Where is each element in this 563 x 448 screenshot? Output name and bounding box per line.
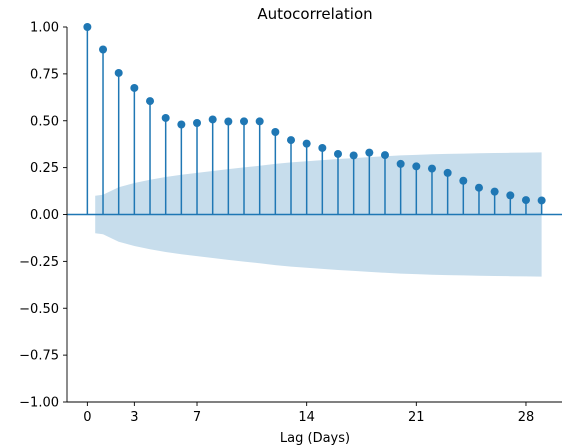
y-tick-label: −1.00 bbox=[19, 396, 59, 411]
y-tick-label: −0.50 bbox=[19, 302, 59, 317]
x-tick-label: 0 bbox=[83, 410, 91, 425]
stem-marker bbox=[255, 117, 264, 126]
y-axis-ticks: −1.00 −0.75 −0.50 −0.25 0.00 0.25 0.50 0.75 1.00 bbox=[19, 21, 67, 411]
stem-marker bbox=[287, 136, 296, 145]
y-tick-label: −0.25 bbox=[19, 255, 59, 270]
y-tick-label: 1.00 bbox=[30, 21, 59, 36]
stem-marker bbox=[193, 119, 202, 127]
y-tick-label: 0.50 bbox=[30, 114, 59, 129]
y-tick-label: 0.25 bbox=[30, 161, 59, 176]
x-axis-title: Lag (Days) bbox=[280, 431, 350, 446]
stem-marker bbox=[443, 168, 452, 177]
stem-marker bbox=[177, 120, 186, 129]
stem-marker bbox=[114, 68, 123, 77]
x-tick-label: 28 bbox=[518, 410, 535, 425]
stem-marker bbox=[318, 143, 327, 152]
stem-marker bbox=[537, 196, 546, 205]
stem-marker bbox=[240, 117, 249, 126]
stem-marker bbox=[224, 117, 233, 126]
y-tick-label: −0.75 bbox=[19, 349, 59, 364]
chart-title: Autocorrelation bbox=[257, 5, 372, 23]
stem-marker bbox=[208, 115, 217, 124]
x-axis-ticks: 0 3 7 14 21 28 bbox=[83, 402, 534, 425]
stem-marker bbox=[396, 159, 405, 168]
stem-marker bbox=[83, 23, 92, 31]
stem-marker bbox=[99, 45, 108, 54]
stem-marker bbox=[506, 191, 515, 200]
stem-marker bbox=[302, 139, 311, 148]
stem-layer bbox=[83, 23, 546, 215]
x-tick-label: 3 bbox=[130, 410, 138, 425]
stem-marker bbox=[130, 83, 139, 92]
x-tick-label: 7 bbox=[193, 410, 201, 425]
y-tick-label: 0.00 bbox=[30, 208, 59, 223]
y-tick-label: 0.75 bbox=[30, 67, 59, 82]
stem-marker bbox=[412, 162, 421, 171]
x-tick-label: 21 bbox=[408, 410, 425, 425]
stem-marker bbox=[271, 128, 280, 136]
stem-marker bbox=[349, 151, 358, 160]
stem-marker bbox=[490, 187, 499, 196]
stem-marker bbox=[474, 183, 483, 192]
stem-marker bbox=[161, 113, 170, 122]
stem-marker bbox=[521, 196, 530, 205]
stem-marker bbox=[146, 97, 155, 106]
stem-marker bbox=[427, 164, 436, 173]
stem-marker bbox=[365, 148, 374, 157]
stem-marker bbox=[459, 176, 468, 185]
x-tick-label: 14 bbox=[298, 410, 315, 425]
stem-marker bbox=[333, 149, 342, 158]
stem-marker bbox=[380, 151, 389, 160]
